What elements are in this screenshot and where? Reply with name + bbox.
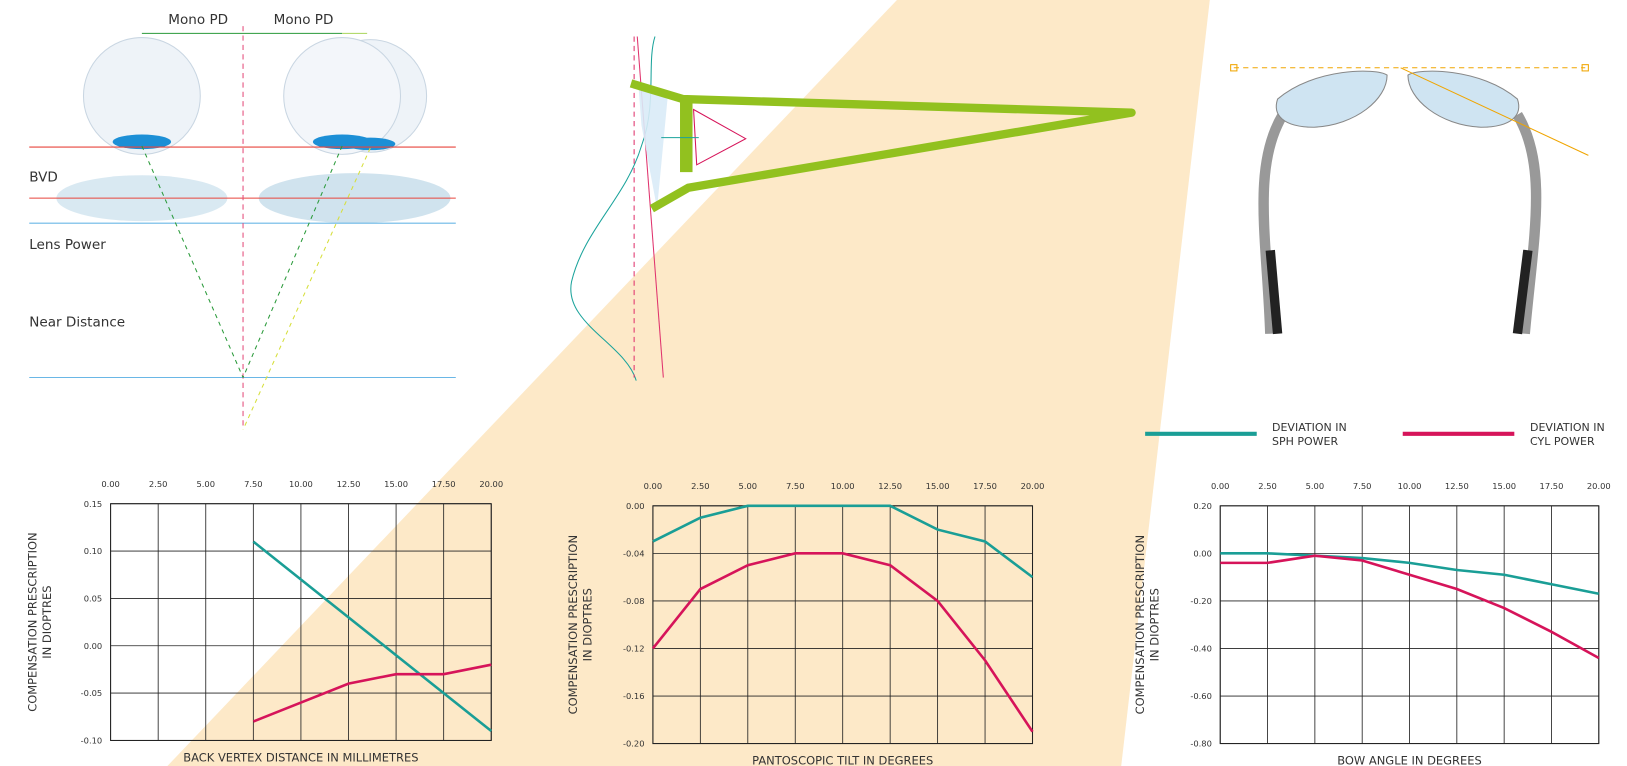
x-tick-label: 17.50 [973, 481, 997, 491]
x-tick-label: 12.50 [878, 481, 902, 491]
x-tick-label: 2.50 [1258, 481, 1277, 491]
label: Mono PD [168, 12, 228, 28]
y-axis-label: COMPENSATION PRESCRIPTION [1133, 535, 1147, 714]
x-tick-label: 20.00 [479, 479, 503, 489]
x-tick-label: 17.50 [432, 479, 456, 489]
y-tick-label: 0.05 [84, 594, 103, 604]
label: Near Distance [29, 314, 125, 330]
x-tick-label: 2.50 [691, 481, 710, 491]
x-axis-label: BOW ANGLE IN DEGREES [1337, 753, 1482, 766]
x-tick-label: 20.00 [1021, 481, 1045, 491]
label: Lens Power [29, 237, 106, 253]
x-tick-label: 10.00 [1398, 481, 1422, 491]
x-axis-label: PANTOSCOPIC TILT IN DEGREES [752, 753, 933, 766]
y-tick-label: -0.40 [1190, 644, 1212, 654]
series-line [252, 540, 493, 732]
y-tick-label: -0.16 [623, 691, 645, 701]
y-tick-label: -0.20 [623, 739, 645, 749]
bow-diagram [1230, 64, 1589, 335]
y-tick-label: -0.08 [623, 596, 645, 606]
y-tick-label: 0.00 [84, 641, 103, 651]
tilt-diagram [570, 36, 1136, 381]
y-tick-label: -0.60 [1190, 691, 1212, 701]
y-tick-label: -0.12 [623, 644, 645, 654]
x-tick-label: 20.00 [1587, 481, 1611, 491]
y-tick-label: 0.15 [84, 499, 103, 509]
y-tick-label: 0.00 [1193, 548, 1212, 558]
x-tick-label: 7.50 [244, 479, 263, 489]
y-axis-label: COMPENSATION PRESCRIPTION [26, 532, 40, 711]
x-tick-label: 0.00 [101, 479, 120, 489]
y-tick-label: 0.20 [1193, 501, 1212, 511]
x-tick-label: 17.50 [1540, 481, 1564, 491]
y-tick-label: 0.10 [84, 546, 103, 556]
series-line [252, 663, 492, 723]
x-tick-label: 0.00 [1211, 481, 1230, 491]
pd-diagram: Mono PD Mono PD BVD Lens Power Near Dist… [29, 12, 456, 430]
y-axis-label: IN DIOPTRES [40, 585, 54, 658]
y-tick-label: -0.20 [1190, 596, 1212, 606]
label: BVD [29, 169, 58, 185]
series-line [651, 552, 1034, 733]
y-tick-label: -0.10 [81, 736, 103, 746]
y-tick-label: -0.80 [1190, 739, 1212, 749]
x-tick-label: 15.00 [384, 479, 408, 489]
y-axis-label: COMPENSATION PRESCRIPTION [566, 535, 580, 714]
x-tick-label: 12.50 [337, 479, 361, 489]
legend-label: DEVIATION IN SPH POWER [1272, 421, 1347, 448]
y-tick-label: -0.05 [81, 688, 103, 698]
y-tick-label: 0.00 [626, 501, 645, 511]
x-tick-label: 5.00 [739, 481, 758, 491]
x-tick-label: 15.00 [1492, 481, 1516, 491]
series-line [1220, 552, 1600, 596]
x-tick-label: 12.50 [1445, 481, 1469, 491]
x-tick-label: 7.50 [786, 481, 805, 491]
y-tick-label: -0.04 [623, 548, 645, 558]
x-tick-label: 2.50 [149, 479, 168, 489]
legend-label: DEVIATION IN CYL POWER [1530, 421, 1605, 448]
x-tick-label: 10.00 [289, 479, 313, 489]
x-axis-label: BACK VERTEX DISTANCE IN MILLIMETRES [183, 750, 418, 764]
label: Mono PD [274, 12, 334, 28]
x-tick-label: 15.00 [926, 481, 950, 491]
x-tick-label: 10.00 [831, 481, 855, 491]
series-line [652, 504, 1034, 579]
background-band [167, 0, 1210, 766]
x-tick-label: 5.00 [1306, 481, 1325, 491]
x-tick-label: 0.00 [644, 481, 663, 491]
y-axis-label: IN DIOPTRES [1148, 588, 1162, 661]
y-axis-label: IN DIOPTRES [580, 588, 594, 661]
x-tick-label: 7.50 [1353, 481, 1372, 491]
x-tick-label: 5.00 [196, 479, 215, 489]
series-line [1220, 554, 1600, 660]
